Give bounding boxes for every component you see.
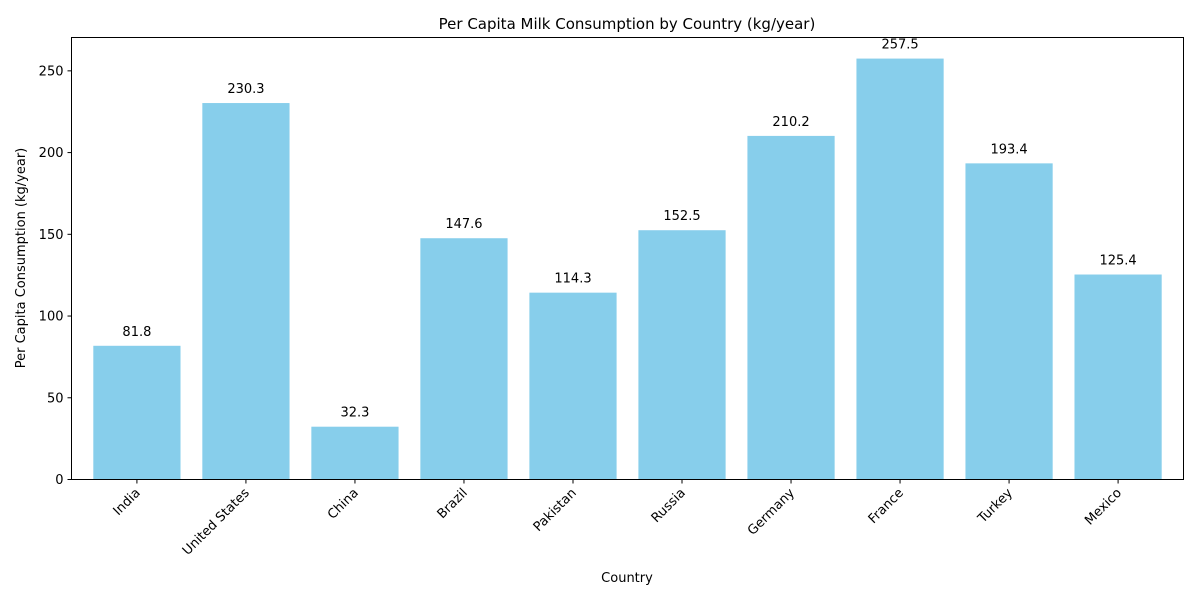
bar-china: [311, 426, 399, 480]
y-tick-label: 50: [47, 391, 64, 406]
bar-turkey: [965, 163, 1053, 480]
data-label: 147.6: [445, 217, 482, 232]
data-label: 193.4: [990, 142, 1027, 157]
x-tick-label: Pakistan: [531, 486, 580, 535]
y-tick-label: 250: [39, 64, 64, 79]
x-tick-label: United States: [180, 486, 253, 559]
x-tick-label: China: [325, 486, 362, 523]
data-label: 257.5: [881, 38, 918, 53]
x-tick-label: France: [866, 486, 907, 527]
y-tick-label: 100: [39, 310, 64, 325]
bar-france: [856, 58, 944, 480]
bar-brazil: [420, 238, 508, 480]
bar-mexico: [1074, 274, 1162, 480]
y-tick-label: 150: [39, 228, 64, 243]
bars-group: [93, 58, 1162, 480]
data-label: 81.8: [122, 325, 151, 340]
y-axis-label: Per Capita Consumption (kg/year): [14, 148, 29, 369]
x-tick-label: India: [111, 486, 144, 519]
bar-germany: [747, 135, 835, 480]
plot-frame: [71, 37, 1184, 480]
data-label: 230.3: [227, 82, 264, 97]
x-tick-label: Russia: [649, 486, 689, 526]
x-axis: India United States China Brazil Pakistan Rus…: [111, 479, 1125, 559]
x-tick-label: Brazil: [435, 486, 471, 522]
bar-russia: [638, 230, 726, 480]
data-label: 210.2: [772, 115, 809, 130]
bar-india: [93, 345, 181, 480]
data-label: 125.4: [1099, 254, 1136, 269]
chart-title: Per Capita Milk Consumption by Country (…: [439, 15, 816, 33]
y-tick-label: 0: [55, 473, 63, 488]
data-label: 114.3: [554, 272, 591, 287]
bar-united-states: [202, 103, 290, 480]
x-tick-label: Mexico: [1082, 486, 1125, 529]
data-labels-group: 81.8 230.3 32.3 147.6 114.3 152.5 210.2 257.5 19…: [122, 38, 1136, 421]
y-axis: 0 50 100 150 200 250: [39, 64, 72, 488]
x-axis-label: Country: [601, 571, 653, 586]
x-tick-label: Turkey: [975, 486, 1016, 527]
y-tick-label: 200: [39, 146, 64, 161]
x-tick-label: Germany: [745, 486, 798, 539]
bar-pakistan: [529, 292, 617, 480]
data-label: 152.5: [663, 209, 700, 224]
data-label: 32.3: [340, 406, 369, 421]
